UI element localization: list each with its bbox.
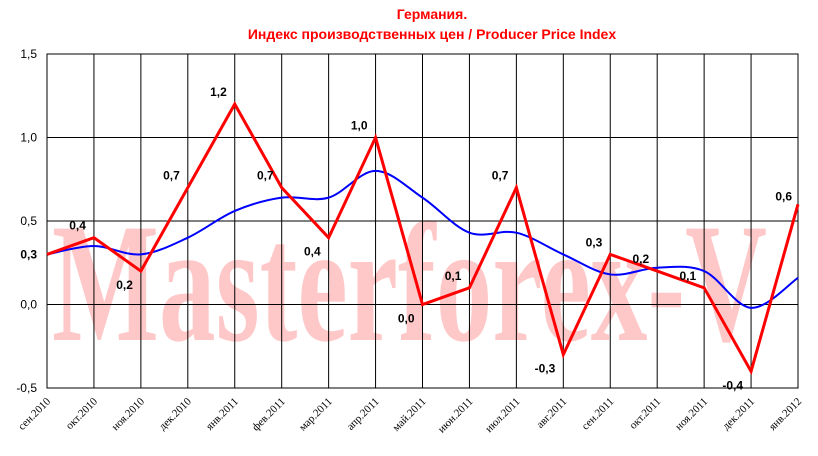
- data-label: 0,2: [116, 278, 133, 292]
- x-tick-label: фев.2011: [250, 396, 288, 434]
- x-tick-label: авг.2011: [534, 396, 569, 431]
- x-tick-label: янв.2011: [204, 396, 241, 433]
- x-tick-label: янв.2012: [767, 396, 804, 433]
- data-label: 0,1: [679, 269, 696, 283]
- watermark: Masterforex-V: [52, 189, 767, 377]
- data-label: 0,4: [304, 245, 321, 259]
- series-line-blue: [46, 169, 799, 309]
- data-label: 0,4: [69, 219, 86, 233]
- data-label: 1,0: [351, 119, 368, 133]
- x-tick-label: июн.2011: [436, 396, 476, 436]
- data-label: -0,3: [535, 362, 556, 376]
- chart-title-line2: Индекс производственных цен / Producer P…: [248, 26, 616, 42]
- y-tick-label: -0,5: [16, 381, 37, 395]
- x-tick-label: мар.2011: [297, 396, 335, 434]
- data-label: 0,2: [633, 252, 650, 266]
- data-label: 0,7: [163, 169, 180, 183]
- data-label: 0,1: [445, 269, 462, 283]
- x-tick-label: июл.2011: [483, 396, 522, 435]
- x-tick-label: дек.2010: [157, 395, 195, 433]
- data-label: 0,0: [398, 312, 415, 326]
- x-tick-label: дек.2011: [720, 396, 757, 433]
- data-label: 0,6: [775, 189, 792, 203]
- data-label: 0,3: [20, 247, 37, 261]
- y-tick-label: 0,5: [20, 214, 37, 228]
- y-tick-label: 0,0: [20, 298, 37, 312]
- x-tick-label: сен.2011: [580, 396, 617, 433]
- plot-border: [46, 53, 799, 389]
- y-tick-label: 1,0: [20, 131, 37, 145]
- data-label: 1,2: [210, 85, 227, 99]
- x-tick-label: май.2011: [390, 396, 428, 434]
- chart-title-line1: Германия.: [397, 6, 467, 22]
- data-label: 0,3: [586, 235, 603, 249]
- x-tick-label: апр.2011: [345, 396, 382, 433]
- y-tick-label: 1,5: [20, 47, 37, 61]
- x-tick-label: ноя.2011: [673, 396, 710, 433]
- x-tick-label: ноя.2010: [110, 395, 148, 433]
- data-label: -0,4: [722, 378, 743, 392]
- x-tick-label: сен.2010: [16, 395, 54, 433]
- x-tick-label: окт.2010: [64, 395, 101, 432]
- data-label: 0,7: [492, 169, 509, 183]
- x-tick-label: окт.2011: [627, 396, 663, 432]
- series-line-red: [46, 101, 800, 376]
- data-label: 0,7: [257, 169, 274, 183]
